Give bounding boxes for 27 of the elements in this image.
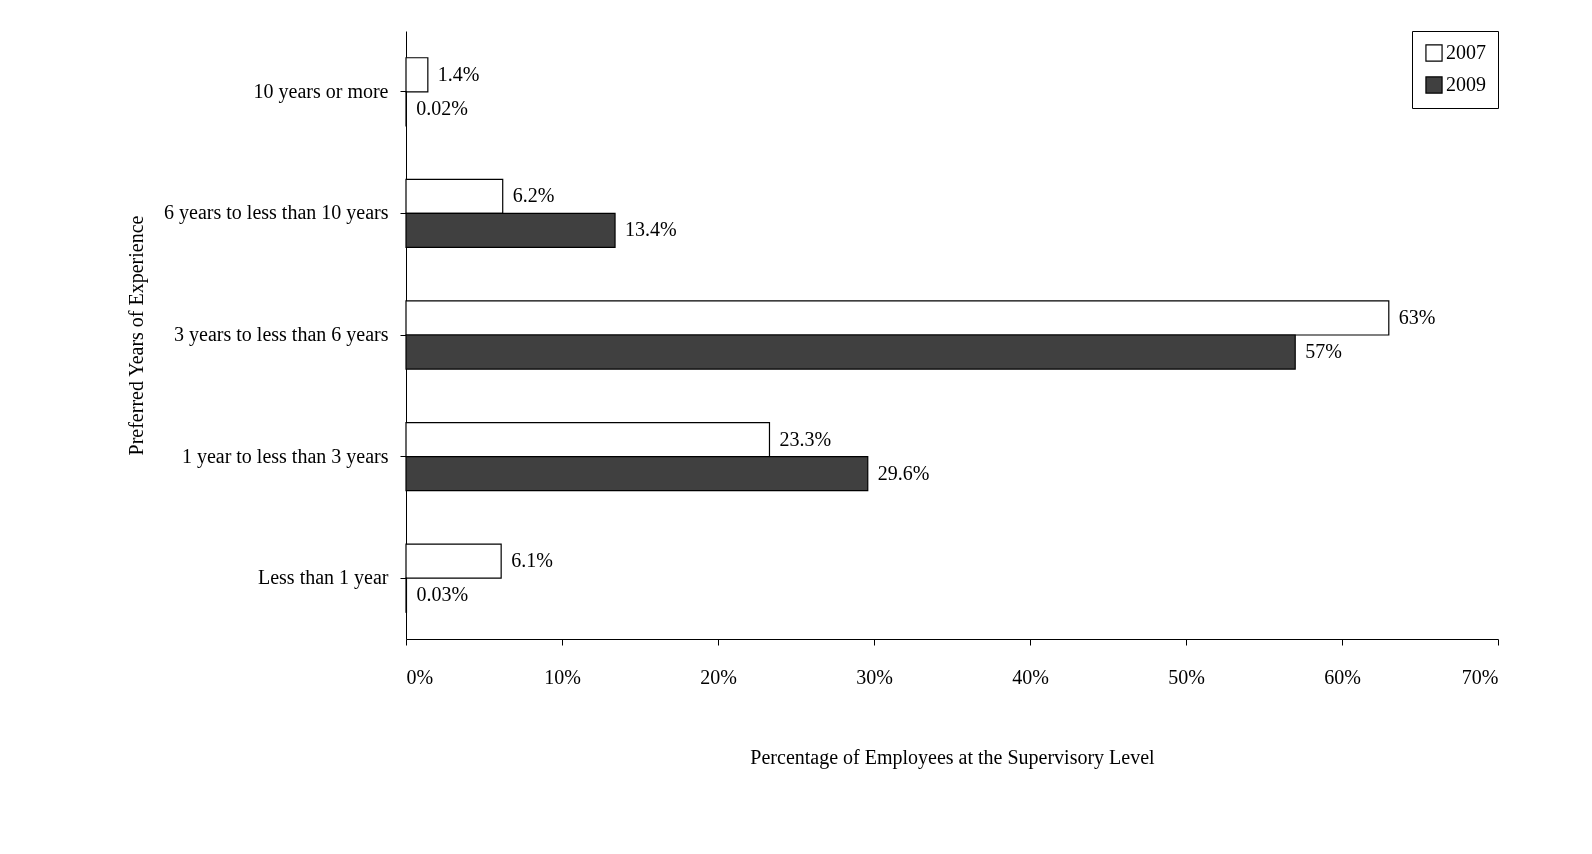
data-label: 13.4% [625,218,677,241]
data-label: 63% [1398,305,1436,328]
x-tick-label: 70% [1461,665,1499,688]
data-label: 6.1% [511,549,553,572]
y-tick-label: 1 year to less than 3 years [181,444,389,468]
x-axis-title: Percentage of Employees at the Supervisory Level [750,745,1156,769]
x-tick-label: 30% [856,665,893,688]
data-label: 29.6% [877,461,930,484]
x-tick-label: 10% [544,665,581,688]
x-tick-label: 50% [1168,665,1205,688]
data-label: 23.3% [779,427,832,450]
x-tick-label: 60% [1324,665,1361,688]
data-label: 57% [1305,340,1342,363]
x-tick-label: 0% [406,665,434,688]
y-tick-label: 3 years to less than 6 years [174,323,389,346]
legend-label: 2007 [1446,41,1486,63]
y-tick-label: 10 years or more [253,79,389,103]
y-axis-title: Preferred Years of Experience [124,215,148,456]
y-tick-label: 6 years to less than 10 years [164,201,389,225]
x-tick-label: 20% [700,665,737,688]
data-label: 6.2% [512,184,555,207]
data-label: 0.03% [416,583,469,606]
data-label: 0.02% [416,96,468,119]
data-label: 1.4% [437,62,480,85]
x-tick-label: 40% [1012,665,1049,688]
y-tick-label: Less than 1 year [257,566,389,590]
legend-label: 2009 [1446,73,1486,95]
